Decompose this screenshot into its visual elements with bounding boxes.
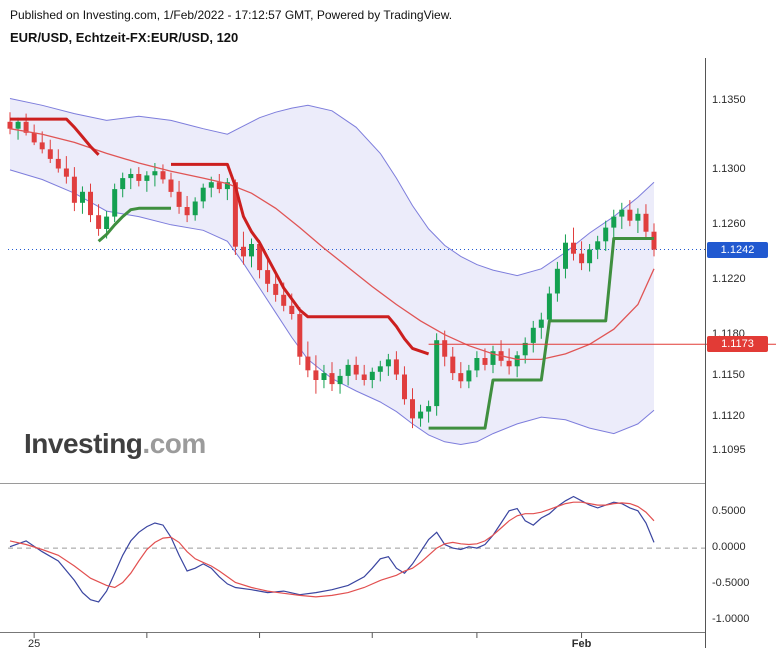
price-axis-label: 1.1260 [712,217,746,230]
time-axis-label: Feb [571,638,592,650]
price-axis-label: 1.1150 [712,368,745,381]
price-axis-label: 1.1220 [712,272,746,285]
investing-watermark: Investing.com [24,428,206,460]
published-line: Published on Investing.com, 1/Feb/2022 -… [10,8,453,22]
current-price-badge: 1.1242 [707,241,768,258]
watermark-brand: Investing [24,428,143,459]
price-axis-label: 1.1120 [712,410,745,423]
time-axis-label: 25 [28,638,41,650]
level-price-badge: 1.1173 [707,336,768,353]
price-axis-label: 1.1095 [712,444,746,457]
oscillator-axis-label: 0.0000 [712,541,746,554]
chart-title: EUR/USD, Echtzeit-FX:EUR/USD, 120 [10,30,239,45]
watermark-suffix: .com [142,428,206,459]
price-axis-label: 1.1350 [712,94,746,107]
oscillator-axis-label: 0.5000 [712,505,746,518]
oscillator-axis-label: -1.0000 [712,612,750,625]
price-axis-label: 1.1300 [712,162,746,175]
oscillator-axis-label: -0.5000 [712,576,750,589]
